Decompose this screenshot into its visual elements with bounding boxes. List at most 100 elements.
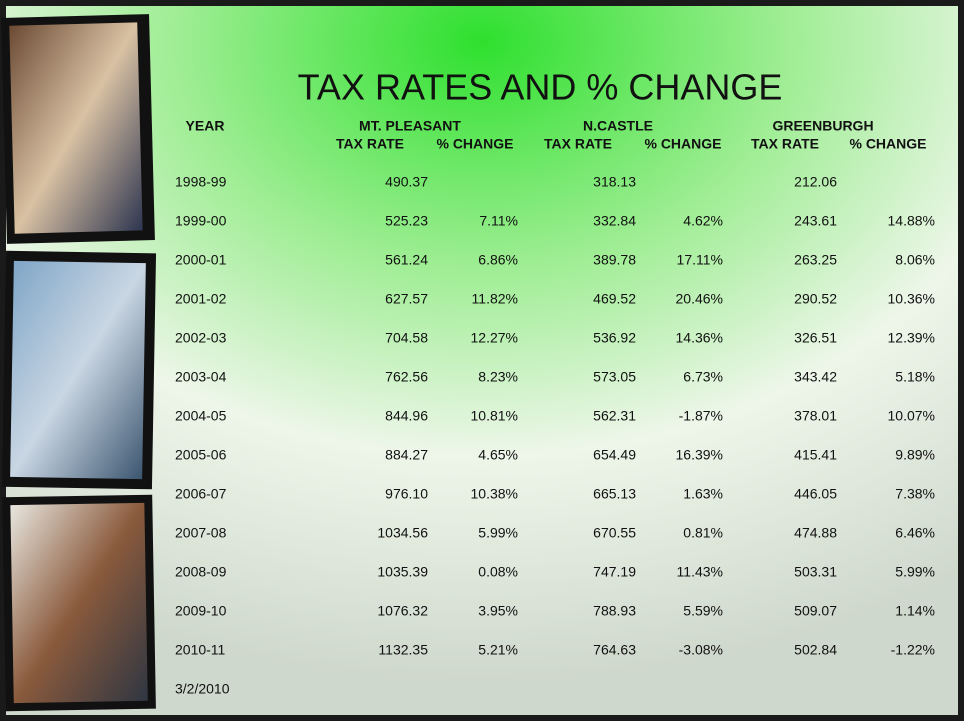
change-cell: 6.86% xyxy=(478,252,518,268)
change-cell: 5.99% xyxy=(478,525,518,541)
change-cell: 6.73% xyxy=(683,369,723,385)
change-cell: 7.11% xyxy=(479,213,518,229)
tax-rate-cell: 290.52 xyxy=(794,291,837,307)
tax-rate-cell: 318.13 xyxy=(593,174,636,190)
change-cell: 0.81% xyxy=(683,525,723,541)
column-header: TAX RATE xyxy=(751,136,819,152)
tax-rate-cell: 446.05 xyxy=(794,486,837,502)
tax-rate-cell: 561.24 xyxy=(385,252,428,268)
change-cell: 20.46% xyxy=(676,291,723,307)
change-cell: 16.39% xyxy=(676,447,723,463)
change-cell: 5.21% xyxy=(478,642,518,658)
tax-rate-cell: 509.07 xyxy=(794,603,837,619)
tax-rate-cell: 525.23 xyxy=(385,213,428,229)
column-header: % CHANGE xyxy=(849,136,926,152)
tax-rate-cell: 844.96 xyxy=(385,408,428,424)
change-cell: 1.14% xyxy=(895,603,935,619)
change-cell: -1.87% xyxy=(679,408,723,424)
year-cell: 1999-00 xyxy=(175,213,227,229)
tax-rate-cell: 1034.56 xyxy=(377,525,428,541)
tax-rate-cell: 573.05 xyxy=(593,369,636,385)
change-cell: 6.46% xyxy=(895,525,935,541)
change-cell: 7.38% xyxy=(895,486,935,502)
tax-rate-cell: 536.92 xyxy=(593,330,636,346)
change-cell: 11.82% xyxy=(472,291,518,307)
tax-rate-cell: 332.84 xyxy=(593,213,636,229)
year-cell: 1998-99 xyxy=(175,174,227,190)
year-cell: 2001-02 xyxy=(175,291,227,307)
tax-rate-cell: 502.84 xyxy=(794,642,837,658)
column-header: % CHANGE xyxy=(436,136,513,152)
column-header: TAX RATE xyxy=(336,136,404,152)
year-cell: 2009-10 xyxy=(175,603,227,619)
year-cell: 2007-08 xyxy=(175,525,227,541)
tax-rate-cell: 704.58 xyxy=(385,330,428,346)
change-cell: 14.36% xyxy=(676,330,723,346)
tax-rate-cell: 326.51 xyxy=(794,330,837,346)
photo-strip xyxy=(1,14,157,712)
change-cell: 5.18% xyxy=(895,369,935,385)
column-header: TAX RATE xyxy=(544,136,612,152)
tax-rate-cell: 654.49 xyxy=(593,447,636,463)
change-cell: 5.59% xyxy=(683,603,723,619)
year-cell: 2003-04 xyxy=(175,369,227,385)
change-cell: 4.65% xyxy=(478,447,518,463)
change-cell: 10.38% xyxy=(471,486,518,502)
group-header: N.CASTLE xyxy=(583,118,653,134)
date-footer: 3/2/2010 xyxy=(175,681,230,697)
change-cell: 17.11% xyxy=(677,252,723,268)
tax-rate-cell: 389.78 xyxy=(593,252,636,268)
tax-rate-cell: 762.56 xyxy=(385,369,428,385)
group-header: MT. PLEASANT xyxy=(359,118,461,134)
tax-rate-cell: 415.41 xyxy=(794,447,837,463)
column-header: YEAR xyxy=(186,118,225,134)
tax-rate-cell: 747.19 xyxy=(593,564,636,580)
photo xyxy=(10,260,146,480)
tax-rate-cell: 1132.35 xyxy=(378,642,428,658)
year-cell: 2008-09 xyxy=(175,564,227,580)
year-cell: 2004-05 xyxy=(175,408,227,424)
change-cell: 0.08% xyxy=(478,564,518,580)
tax-rate-cell: 665.13 xyxy=(593,486,636,502)
change-cell: 8.23% xyxy=(478,369,518,385)
year-cell: 2005-06 xyxy=(175,447,227,463)
tax-rate-cell: 627.57 xyxy=(385,291,428,307)
slide-title: TAX RATES AND % CHANGE xyxy=(298,67,783,108)
change-cell: 10.07% xyxy=(888,408,935,424)
change-cell: 11.43% xyxy=(677,564,723,580)
tax-rate-cell: 212.06 xyxy=(794,174,837,190)
tax-rate-cell: 1035.39 xyxy=(377,564,428,580)
tax-rate-cell: 976.10 xyxy=(385,486,428,502)
tax-rate-cell: 884.27 xyxy=(385,447,428,463)
change-cell: 14.88% xyxy=(888,213,935,229)
tax-rate-cell: 788.93 xyxy=(593,603,636,619)
background xyxy=(6,6,958,715)
change-cell: 10.81% xyxy=(471,408,518,424)
group-header: GREENBURGH xyxy=(772,118,873,134)
tax-rate-cell: 764.63 xyxy=(593,642,636,658)
tax-rate-cell: 1076.32 xyxy=(377,603,428,619)
change-cell: 8.06% xyxy=(895,252,935,268)
year-cell: 2006-07 xyxy=(175,486,227,502)
change-cell: -3.08% xyxy=(679,642,723,658)
change-cell: 9.89% xyxy=(895,447,935,463)
change-cell: 5.99% xyxy=(895,564,935,580)
change-cell: 12.39% xyxy=(888,330,935,346)
tax-rate-cell: 503.31 xyxy=(794,564,837,580)
photo xyxy=(10,502,148,704)
year-cell: 2010-11 xyxy=(175,642,226,658)
year-cell: 2002-03 xyxy=(175,330,227,346)
change-cell: 12.27% xyxy=(471,330,518,346)
column-header: % CHANGE xyxy=(644,136,721,152)
change-cell: 4.62% xyxy=(683,213,723,229)
tax-rate-cell: 490.37 xyxy=(385,174,428,190)
tax-rate-cell: 469.52 xyxy=(593,291,636,307)
tax-rate-cell: 343.42 xyxy=(794,369,837,385)
tax-rate-cell: 263.25 xyxy=(794,252,837,268)
change-cell: 1.63% xyxy=(683,486,723,502)
change-cell: 3.95% xyxy=(478,603,518,619)
year-cell: 2000-01 xyxy=(175,252,227,268)
change-cell: 10.36% xyxy=(888,291,935,307)
tax-rate-cell: 378.01 xyxy=(794,408,837,424)
